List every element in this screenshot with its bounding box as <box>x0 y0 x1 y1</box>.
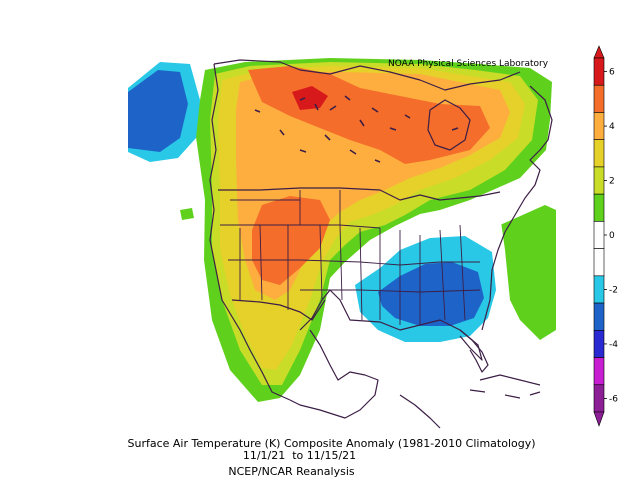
anomaly-region-green-pacific-blob <box>180 208 194 220</box>
colorbar-bottom-arrow <box>593 411 605 427</box>
colorbar-bin <box>593 384 605 413</box>
gulf-coastline <box>299 289 483 361</box>
caption-date-range: 11/1/21 to 11/15/21 <box>242 449 357 462</box>
hudson-bay-outline <box>427 99 471 151</box>
colorbar-tick-label: 2 <box>609 177 615 187</box>
colorbar-top-arrow <box>593 45 605 59</box>
florida-outline <box>459 329 489 373</box>
caribbean-islands <box>469 374 541 399</box>
colorbar-tick-label: -2 <box>609 285 618 295</box>
colorbar-tick-label: 0 <box>609 231 615 241</box>
east-coastline <box>481 85 553 331</box>
us-mexico-border <box>231 299 326 321</box>
colorbar-bin <box>593 248 605 277</box>
colorbar-bin <box>593 139 605 168</box>
colorbar-tick-label: -4 <box>609 340 618 350</box>
anomaly-map <box>128 58 556 429</box>
colorbar-tick-label: 6 <box>609 68 615 78</box>
colorbar-tick-label: -6 <box>609 394 618 404</box>
colorbar-ticks: 6 4 2 0 -2 -4 -6 <box>604 68 618 404</box>
colorbar-bin <box>593 166 605 195</box>
colorbar-bin <box>593 221 605 249</box>
state-lines <box>220 190 481 325</box>
colorbar-bin <box>593 330 605 358</box>
arctic-islands <box>254 95 459 163</box>
colorbar-bin <box>593 275 605 304</box>
anomaly-region-blue-pacific <box>128 70 188 152</box>
colorbar: 6 4 2 0 -2 -4 -6 <box>593 45 618 427</box>
colorbar-bin <box>593 57 605 86</box>
map-outlines <box>209 59 553 429</box>
anomaly-region-orange-central <box>252 196 330 285</box>
caption-title: Surface Air Temperature (K) Composite An… <box>127 437 536 450</box>
colorbar-bin <box>593 193 605 222</box>
mexico-coastline <box>289 329 379 419</box>
colorbar-bins <box>593 45 605 427</box>
colorbar-bin <box>593 112 605 140</box>
central-america-outline <box>399 394 441 429</box>
colorbar-bin <box>593 84 605 113</box>
colorbar-bin <box>593 302 605 331</box>
colorbar-bin <box>593 357 605 386</box>
west-coastline <box>209 63 291 401</box>
anomaly-region-blue-southeast <box>378 262 484 326</box>
anomaly-region-green-atlantic <box>500 205 556 340</box>
caption-source: NCEP/NCAR Reanalysis <box>228 465 355 478</box>
credit-label: NOAA Physical Sciences Laboratory <box>388 59 549 69</box>
anomaly-region-red <box>292 86 328 110</box>
northern-coastline <box>213 59 521 91</box>
colorbar-tick-label: 4 <box>609 122 615 132</box>
canada-us-border <box>218 187 501 201</box>
